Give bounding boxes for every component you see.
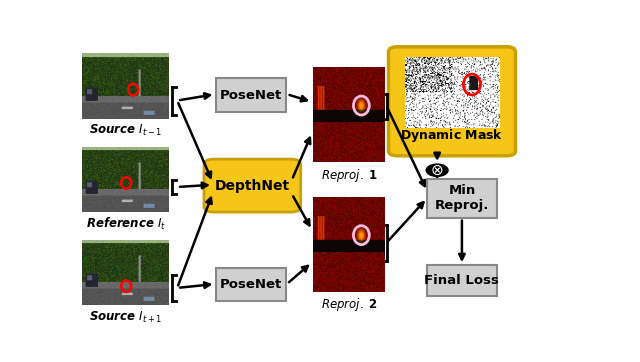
Text: Final Loss: Final Loss <box>424 274 499 287</box>
FancyBboxPatch shape <box>428 265 497 296</box>
Text: $\it{Reproj.}$ $\bf{1}$: $\it{Reproj.}$ $\bf{1}$ <box>321 167 378 184</box>
FancyBboxPatch shape <box>204 159 301 212</box>
Text: ⊗: ⊗ <box>431 163 444 178</box>
Text: Source $\mathit{I}_{t+1}$: Source $\mathit{I}_{t+1}$ <box>89 310 162 325</box>
FancyBboxPatch shape <box>216 268 286 301</box>
FancyBboxPatch shape <box>428 178 497 218</box>
Text: Min
Reproj.: Min Reproj. <box>435 184 489 212</box>
Text: Source $\mathit{I}_{t-1}$: Source $\mathit{I}_{t-1}$ <box>89 123 162 138</box>
Text: Reference $\mathit{I}_{t}$: Reference $\mathit{I}_{t}$ <box>86 216 166 232</box>
FancyBboxPatch shape <box>216 78 286 112</box>
Circle shape <box>426 164 448 176</box>
Text: DepthNet: DepthNet <box>215 178 290 193</box>
FancyBboxPatch shape <box>388 47 515 156</box>
Text: PoseNet: PoseNet <box>220 88 282 101</box>
Text: PoseNet: PoseNet <box>220 278 282 291</box>
Text: $\it{\bf{Dynamic\ Mask}}$: $\it{\bf{Dynamic\ Mask}}$ <box>400 127 504 144</box>
Text: $\it{Reproj.}$ $\bf{2}$: $\it{Reproj.}$ $\bf{2}$ <box>321 296 378 313</box>
